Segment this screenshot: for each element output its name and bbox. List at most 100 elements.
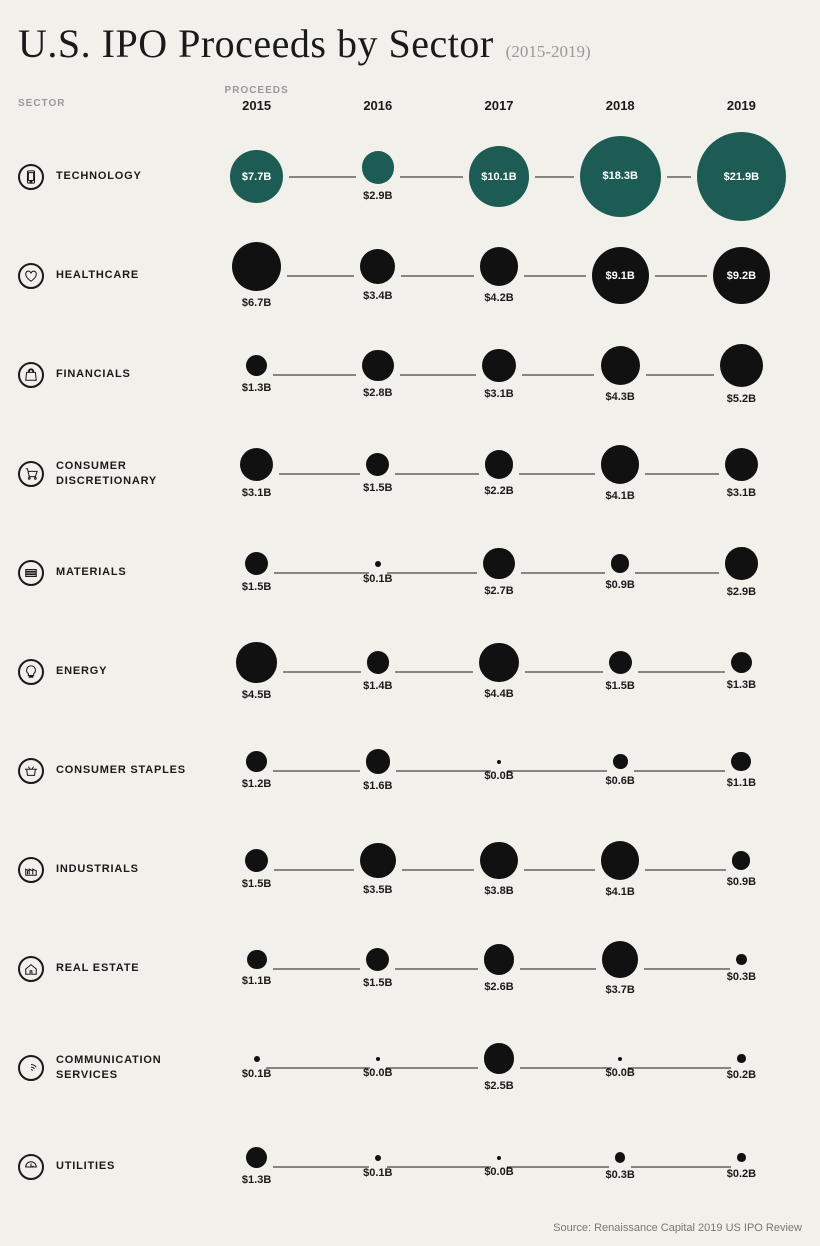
sector-name: CONSUMER STAPLES (56, 763, 186, 777)
sector-name: UTILITIES (56, 1159, 115, 1173)
bubble-cell: $0.9B (681, 851, 802, 887)
value-label: $2.5B (484, 1080, 513, 1092)
bubble-cell: $2.9B (317, 151, 438, 201)
bubble-cell: $1.4B (317, 651, 438, 691)
sector-row: UTILITIES$1.3B$0.1B$0.0B$0.3B$0.2B (18, 1117, 802, 1216)
bubble (497, 1156, 501, 1160)
bubble (246, 751, 267, 772)
bubble-cell: $1.3B (196, 355, 317, 395)
stack-icon (18, 560, 44, 586)
sector-name: TECHNOLOGY (56, 169, 142, 183)
year-label: 2019 (681, 98, 802, 127)
value-label: $5.2B (727, 393, 756, 405)
value-label: $1.1B (242, 975, 271, 987)
value-label: $4.5B (242, 689, 271, 701)
bubble-cell: $3.8B (438, 842, 559, 897)
basket-icon (18, 758, 44, 784)
value-label: $7.7B (242, 171, 271, 183)
year-label: 2017 (438, 98, 559, 127)
value-label: $3.1B (727, 487, 756, 499)
bubble (367, 651, 389, 673)
bubble-cell: $5.2B (681, 344, 802, 405)
bubble (375, 1155, 381, 1161)
page-title: U.S. IPO Proceeds by Sector (18, 21, 494, 66)
bubble (731, 752, 751, 772)
bubble-cell: $1.1B (681, 752, 802, 790)
bubble (246, 355, 268, 377)
bubble-cell: $2.7B (438, 548, 559, 597)
value-label: $4.3B (606, 391, 635, 403)
bubble: $7.7B (230, 150, 283, 203)
bag-icon (18, 362, 44, 388)
sector-row: HEALTHCARE$6.7B$3.4B$4.2B$9.1B$9.2B (18, 226, 802, 325)
bubble (254, 1056, 260, 1062)
sector-name: HEALTHCARE (56, 268, 139, 282)
bubble-cell: $4.1B (560, 841, 681, 897)
value-label: $1.6B (363, 780, 392, 792)
bubble-cell: $4.4B (438, 643, 559, 701)
bubble-cell: $4.3B (560, 346, 681, 403)
bubble: $9.1B (592, 247, 649, 304)
bubble (618, 1057, 622, 1061)
bubble (732, 851, 750, 869)
house-icon (18, 956, 44, 982)
value-label: $0.1B (363, 573, 392, 585)
bubble-cell: $9.2B (681, 247, 802, 305)
sector-row: ENERGY$4.5B$1.4B$4.4B$1.5B$1.3B (18, 622, 802, 721)
value-label: $10.1B (481, 171, 516, 183)
bubble: $9.2B (713, 247, 771, 305)
bubble (485, 450, 513, 478)
value-label: $1.3B (242, 1174, 271, 1186)
value-label: $1.4B (363, 680, 392, 692)
bubble-cell: $2.2B (438, 450, 559, 496)
year-label: 2018 (560, 98, 681, 127)
bubble-cell: $0.3B (560, 1152, 681, 1180)
bubble: $21.9B (697, 132, 786, 221)
bubble (366, 453, 389, 476)
bubble-cell: $10.1B (438, 146, 559, 206)
bubble-cell: $1.5B (196, 552, 317, 593)
bubble-cell: $0.3B (681, 954, 802, 982)
bubble (236, 642, 276, 682)
sector-name: MATERIALS (56, 565, 127, 579)
year-label: 2015 (196, 98, 317, 127)
bubble-cell: $0.0B (438, 760, 559, 782)
bubble (362, 151, 394, 183)
bubble-cell: $3.1B (196, 448, 317, 499)
value-label: $0.6B (606, 775, 635, 787)
bubble (232, 242, 281, 291)
bubble (480, 247, 519, 286)
bubble-cell: $0.1B (196, 1056, 317, 1080)
bubble (484, 944, 515, 975)
sector-row: TECHNOLOGY$7.7B$2.9B$10.1B$18.3B$21.9B (18, 127, 802, 226)
value-label: $0.0B (363, 1067, 392, 1079)
bubble (615, 1152, 625, 1162)
value-label: $0.0B (484, 770, 513, 782)
value-label: $0.9B (727, 876, 756, 888)
bubble (601, 841, 639, 879)
bubble (245, 849, 268, 872)
value-label: $4.1B (606, 490, 635, 502)
sector-row: CONSUMER DISCRETIONARY$3.1B$1.5B$2.2B$4.… (18, 424, 802, 523)
sector-name: REAL ESTATE (56, 961, 139, 975)
bubble-cell: $1.2B (196, 751, 317, 790)
bubble (480, 842, 517, 879)
bubble-cell: $3.7B (560, 941, 681, 996)
value-label: $0.0B (606, 1067, 635, 1079)
bubble-cell: $1.5B (560, 651, 681, 692)
value-label: $3.8B (484, 885, 513, 897)
value-label: $3.5B (363, 884, 392, 896)
bubble-cell: $4.5B (196, 642, 317, 700)
value-label: $1.3B (727, 679, 756, 691)
sector-row: FINANCIALS$1.3B$2.8B$3.1B$4.3B$5.2B (18, 325, 802, 424)
bubble (247, 950, 267, 970)
sector-name: INDUSTRIALS (56, 862, 139, 876)
value-label: $9.1B (606, 270, 635, 282)
bubble-cell: $1.5B (317, 453, 438, 494)
value-label: $3.4B (363, 290, 392, 302)
bubble-cell: $3.1B (438, 349, 559, 400)
bubble (731, 652, 753, 674)
bubble (601, 346, 640, 385)
bubble-cell: $3.4B (317, 249, 438, 302)
page-subtitle: (2015-2019) (506, 42, 591, 61)
